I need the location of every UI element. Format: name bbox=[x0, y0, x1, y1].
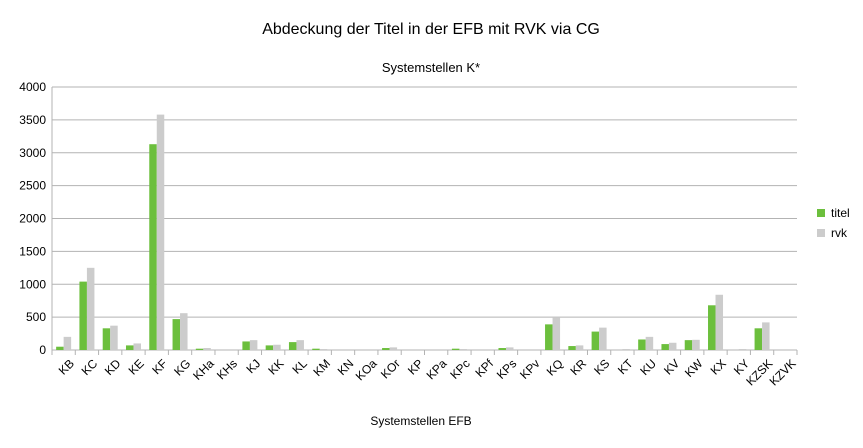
bar-titel-KQ bbox=[545, 324, 553, 350]
bar-rvk-KF bbox=[156, 114, 165, 351]
x-tick-label: KG bbox=[171, 356, 193, 378]
y-tick-label: 500 bbox=[26, 310, 46, 324]
bar-rvk-KG bbox=[180, 313, 188, 350]
bar-titel-KL bbox=[288, 342, 297, 350]
x-tick-label: KB bbox=[56, 356, 77, 377]
x-tick-label: KP bbox=[405, 356, 426, 377]
x-tick-label: KE bbox=[126, 356, 147, 377]
y-tick-label: 1000 bbox=[19, 277, 46, 291]
x-tick-label: KW bbox=[682, 356, 706, 380]
bar-rvk-KR bbox=[575, 345, 584, 350]
bar-rvk-KL bbox=[296, 340, 304, 350]
bar-titel-KU bbox=[638, 339, 646, 350]
bar-rvk-KD bbox=[110, 325, 118, 350]
bar-rvk-KY bbox=[738, 349, 747, 350]
x-tick-label: KPc bbox=[447, 356, 472, 381]
x-tick-label: KD bbox=[102, 356, 124, 378]
bar-titel-KW bbox=[684, 340, 693, 350]
bar-rvk-KC bbox=[86, 267, 95, 350]
x-tick-label: KL bbox=[290, 356, 311, 377]
legend-label-rvk: rvk bbox=[831, 226, 848, 240]
x-tick-label: KHa bbox=[190, 356, 217, 383]
legend-label-titel: titel bbox=[831, 206, 850, 220]
bar-rvk-KHa bbox=[203, 348, 211, 350]
chart-title: Abdeckung der Titel in der EFB mit RVK v… bbox=[262, 21, 600, 38]
bar-rvk-KJ bbox=[249, 340, 258, 350]
bar-titel-KC bbox=[79, 281, 87, 350]
bar-rvk-KU bbox=[645, 336, 654, 350]
x-tick-label: KR bbox=[567, 356, 589, 378]
bar-titel-KG bbox=[172, 319, 181, 350]
x-tick-label: KJ bbox=[243, 356, 263, 376]
bar-titel-KD bbox=[102, 328, 111, 350]
bar-rvk-KZSK bbox=[762, 322, 770, 350]
x-tick-label: KT bbox=[615, 356, 636, 377]
y-tick-label: 2500 bbox=[19, 179, 46, 193]
x-tick-label: KS bbox=[591, 356, 612, 377]
x-tick-label: KHs bbox=[214, 356, 240, 382]
bar-titel-KX bbox=[708, 305, 716, 350]
y-tick-label: 0 bbox=[39, 343, 46, 357]
bar-rvk-KV bbox=[668, 342, 677, 350]
y-tick-label: 2000 bbox=[19, 212, 46, 226]
bar-rvk-KK bbox=[273, 344, 281, 350]
bar-titel-KE bbox=[125, 345, 134, 350]
x-axis-label: Systemstellen EFB bbox=[370, 414, 471, 428]
bar-titel-KZSK bbox=[754, 328, 763, 350]
bar-titel-KHa bbox=[195, 348, 204, 350]
bar-rvk-KW bbox=[692, 339, 700, 350]
x-tick-label: KF bbox=[149, 356, 170, 377]
bar-titel-KPc bbox=[451, 348, 460, 350]
x-tick-label: KPf bbox=[472, 356, 496, 380]
bar-titel-KS bbox=[591, 331, 600, 350]
bar-titel-KR bbox=[568, 346, 576, 350]
y-tick-label: 4000 bbox=[19, 80, 46, 94]
bar-titel-KPs bbox=[498, 348, 506, 350]
legend: titel rvk bbox=[817, 206, 850, 240]
x-tick-label: KZVK bbox=[767, 356, 799, 388]
x-tick-label: KV bbox=[661, 356, 682, 377]
bar-titel-KJ bbox=[242, 341, 250, 350]
legend-swatch-rvk bbox=[817, 229, 825, 237]
y-tick-label: 1500 bbox=[19, 244, 46, 258]
x-tick-label: KPa bbox=[424, 356, 450, 382]
bars bbox=[56, 114, 770, 351]
bar-rvk-KQ bbox=[552, 317, 561, 350]
bar-titel-KOr bbox=[382, 348, 390, 350]
bar-rvk-KX bbox=[715, 294, 724, 350]
gridlines bbox=[52, 86, 797, 351]
bar-rvk-KPc bbox=[459, 349, 467, 350]
y-axis-ticks: 0 500 1000 1500 2000 2500 3000 3500 4000 bbox=[19, 80, 46, 357]
bar-rvk-KE bbox=[133, 343, 141, 350]
bar-titel-KV bbox=[661, 344, 669, 350]
x-tick-label: KK bbox=[265, 356, 286, 377]
x-tick-label: KM bbox=[310, 356, 333, 379]
bar-rvk-KPs bbox=[505, 347, 514, 350]
x-tick-label: KU bbox=[637, 356, 659, 378]
bar-titel-KF bbox=[149, 144, 157, 350]
x-tick-label: KX bbox=[708, 356, 729, 377]
x-tick-label: KPv bbox=[517, 356, 542, 381]
legend-swatch-titel bbox=[817, 209, 825, 217]
bar-titel-KK bbox=[265, 345, 274, 350]
bar-rvk-KB bbox=[63, 336, 72, 350]
y-tick-label: 3500 bbox=[19, 113, 46, 127]
x-tick-label: KOa bbox=[353, 356, 380, 383]
x-tick-label: KC bbox=[79, 356, 101, 378]
bar-rvk-KOr bbox=[389, 347, 398, 350]
bar-titel-KM bbox=[312, 348, 320, 350]
bar-rvk-KM bbox=[319, 349, 328, 350]
x-tick-label: KOr bbox=[378, 356, 403, 381]
bar-rvk-KT bbox=[622, 349, 630, 350]
x-tick-label: KQ bbox=[544, 356, 566, 378]
bar-rvk-KS bbox=[599, 327, 607, 350]
x-tick-label: KPs bbox=[494, 356, 519, 381]
chart-subtitle: Systemstellen K* bbox=[382, 60, 480, 75]
bar-titel-KB bbox=[56, 346, 64, 350]
y-tick-label: 3000 bbox=[19, 146, 46, 160]
